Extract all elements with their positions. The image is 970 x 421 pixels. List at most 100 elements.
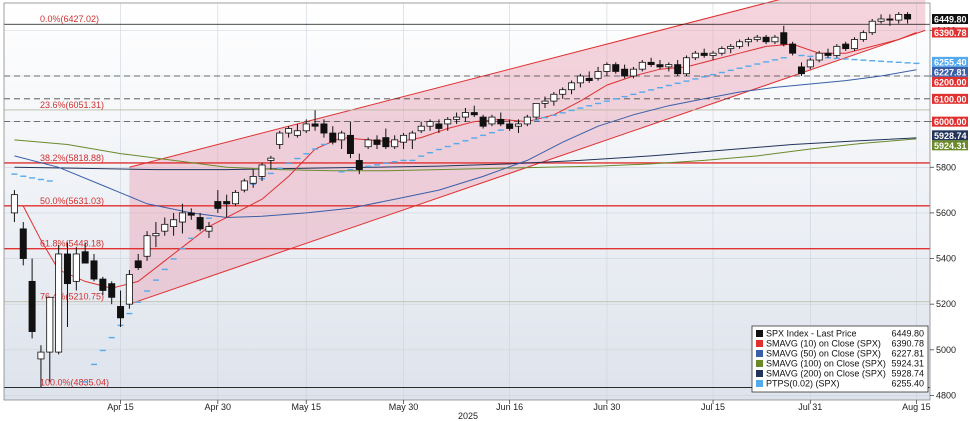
candle-body-up [541, 100, 549, 104]
candle-body-up [559, 89, 567, 95]
candle [806, 57, 814, 70]
candle [877, 14, 885, 24]
candle-body-up [753, 36, 761, 40]
candle [28, 258, 36, 339]
candle-body-up [444, 118, 452, 125]
candle [656, 60, 664, 70]
candle-body-up [461, 112, 469, 118]
candle-body-up [10, 194, 18, 214]
candle-body-up [408, 132, 416, 141]
value-tag-label: 5924.31 [934, 141, 967, 151]
legend-box [751, 325, 929, 393]
value-tag: 6200.00 [932, 76, 968, 87]
candle [152, 222, 160, 248]
candle [417, 121, 425, 134]
candle-body-down [612, 64, 620, 72]
sma10-line [22, 32, 917, 289]
candle [815, 50, 823, 63]
candle [621, 64, 629, 79]
legend-entry-name: SMAVG (100) on Close (SPX) [766, 359, 886, 369]
candle [797, 62, 805, 77]
candle [178, 203, 186, 234]
x-tick-label: Jun 30 [593, 402, 620, 412]
candle [134, 253, 142, 270]
sma50-line [14, 69, 917, 219]
candle-body-up [665, 64, 673, 68]
candle-body-down [355, 160, 363, 170]
candle-body-down [346, 134, 354, 154]
value-tag-box [932, 140, 968, 151]
candle-body-up [249, 176, 257, 184]
candle-body-up [771, 36, 779, 43]
candle [205, 222, 213, 239]
candle-body-down [19, 228, 27, 259]
value-tag-box [932, 66, 968, 77]
candle-body-down [28, 280, 36, 332]
candle [364, 137, 372, 150]
candle-body-down [700, 52, 708, 56]
candle [46, 296, 54, 382]
candle-body-up [178, 212, 186, 223]
candle [594, 66, 602, 81]
candle [851, 37, 859, 51]
candle-body-down [824, 52, 832, 56]
x-tick-label: Apr 30 [205, 402, 232, 412]
candle [435, 119, 443, 134]
candle-body-up [727, 45, 735, 50]
candle [780, 25, 788, 47]
candle-body-down [435, 123, 443, 129]
legend-entry-name: SPX Index - Last Price [766, 329, 857, 339]
candle [391, 135, 399, 150]
candle-body-down [780, 32, 788, 45]
value-tag: 6100.00 [932, 93, 968, 104]
value-tag-label: 6390.78 [934, 28, 967, 38]
candle [744, 37, 752, 47]
candle [311, 110, 319, 131]
candle [355, 153, 363, 175]
candle [338, 130, 346, 150]
value-tag-label: 6000.00 [934, 117, 967, 127]
candle-body-up [514, 123, 522, 127]
candle-body-up [161, 223, 169, 232]
candle [541, 96, 549, 108]
candle [789, 41, 797, 56]
candle [258, 162, 266, 181]
candle [559, 87, 567, 99]
legend-swatch [756, 330, 763, 337]
fib-level-label: 61.8%(5443.18) [40, 239, 104, 249]
candle [90, 253, 98, 282]
candle-body-up [293, 130, 301, 136]
x-tick-label: May 30 [389, 402, 419, 412]
candle-body-up [240, 180, 248, 191]
candle [727, 44, 735, 54]
x-tick-label: Jul 31 [798, 402, 822, 412]
value-tag-box [932, 56, 968, 67]
candle [10, 190, 18, 223]
candle [108, 281, 116, 305]
candle [470, 105, 478, 118]
value-tag: 6000.00 [932, 116, 968, 127]
candle [320, 119, 328, 138]
candle-body-up [55, 253, 63, 353]
fib-level-label: 76.4%(5210.75) [40, 292, 104, 302]
candle-body-up [232, 191, 239, 205]
candle-body-up [417, 125, 425, 132]
legend-entry-name: SMAVG (10) on Close (SPX) [766, 339, 881, 349]
candle [285, 126, 293, 138]
candle [674, 60, 682, 77]
candle [568, 80, 576, 95]
x-axis: Apr 15 Apr 30 May 15 May 30 Jun 16 Jun 30 Jul … [107, 400, 931, 421]
value-tag-label: 6449.80 [934, 15, 967, 25]
legend-swatch [756, 370, 763, 377]
x-tick-label: Apr 15 [107, 402, 134, 412]
candle [55, 244, 63, 355]
candle-body-down [187, 212, 195, 216]
candle-body-down [674, 64, 682, 75]
legend-swatch [756, 340, 763, 347]
value-tag-label: 6100.00 [934, 94, 967, 104]
candle-body-down [621, 68, 629, 77]
candle [72, 247, 80, 291]
legend-swatch [756, 350, 763, 357]
candle-body-up [338, 132, 346, 141]
candle-body-up [205, 226, 213, 232]
